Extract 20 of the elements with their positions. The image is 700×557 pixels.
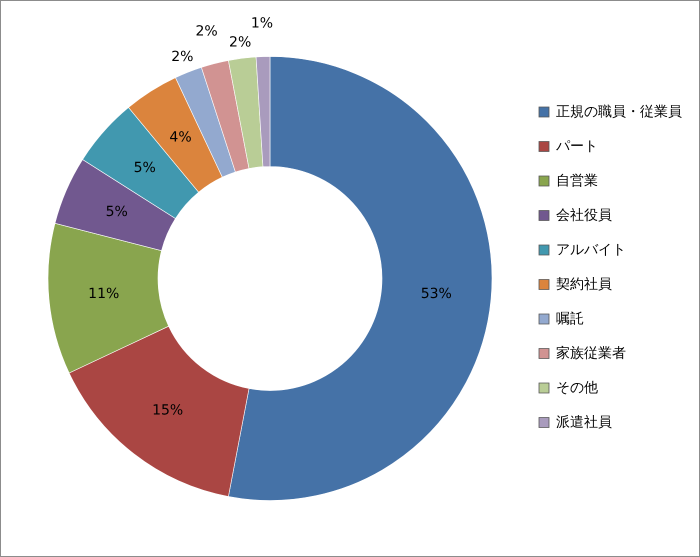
legend-label: パート	[555, 138, 598, 154]
data-label: 4%	[169, 129, 192, 146]
data-label: 2%	[229, 34, 252, 50]
data-label: 2%	[171, 49, 194, 66]
legend-label: 契約社員	[556, 276, 612, 292]
legend-label: 派遣社員	[556, 414, 612, 430]
data-label: 2%	[195, 24, 218, 40]
legend-label: 嘱託	[556, 311, 584, 327]
data-label: 53%	[420, 286, 452, 302]
data-label: 15%	[152, 402, 184, 418]
legend-label: 会社役員	[556, 208, 612, 224]
data-label: 1%	[250, 16, 274, 32]
data-label: 11%	[88, 286, 120, 302]
data-label: 5%	[134, 160, 156, 176]
legend-label: 正規の職員・従業員	[556, 104, 682, 120]
legend-label: アルバイト	[556, 242, 626, 258]
data-label: 5%	[106, 204, 128, 220]
legend-label: 家族従業者	[556, 346, 626, 362]
legend-label: 自営業	[556, 173, 598, 189]
legend-label: その他	[556, 380, 598, 396]
